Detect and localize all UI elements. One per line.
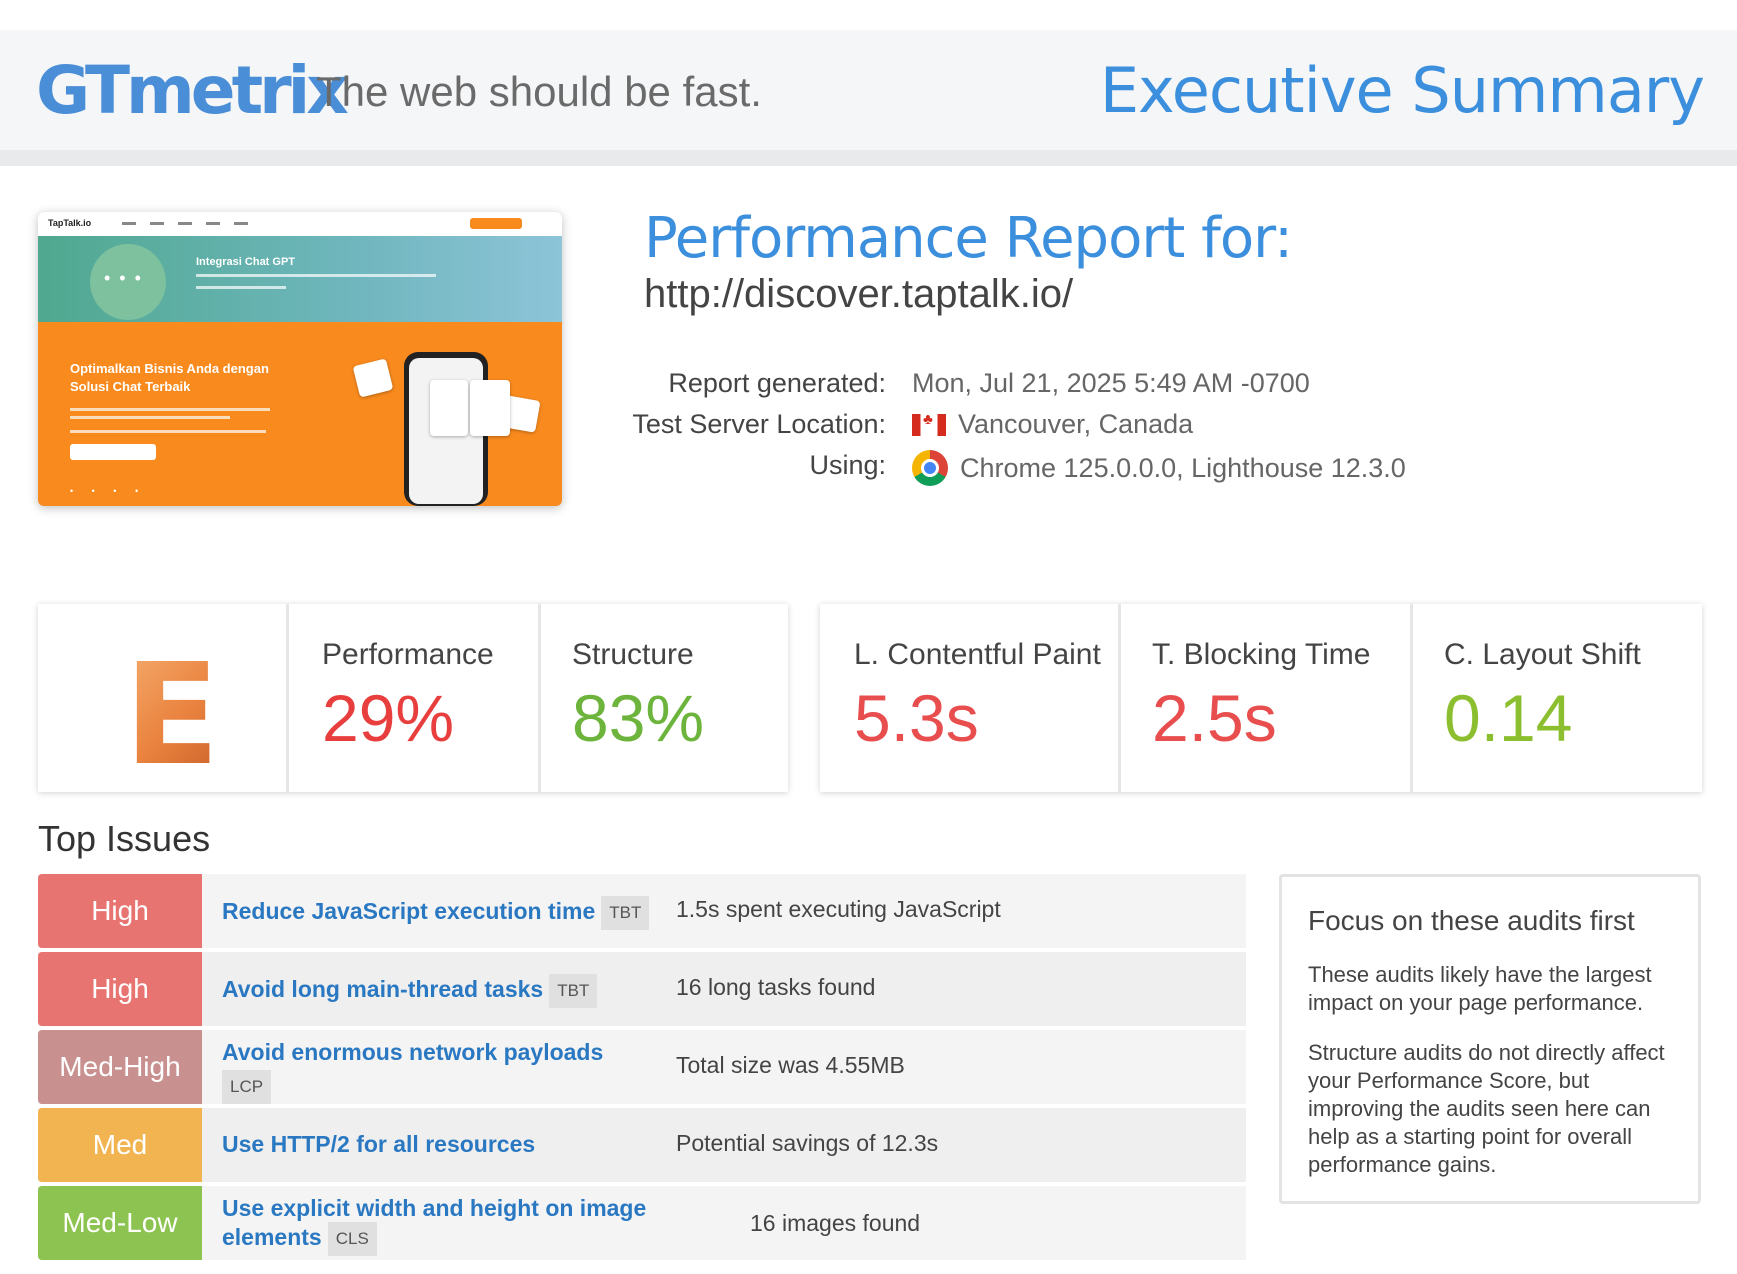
site-banner: Integrasi Chat GPT [38,236,562,322]
severity-badge: Med-Low [38,1186,202,1260]
focus-audits-box: Focus on these audits first These audits… [1279,874,1701,1204]
focus-paragraph-2: Structure audits do not directly affect … [1308,1040,1665,1177]
issue-detail: 1.5s spent executing JavaScript [676,896,1001,922]
web-vitals-card: L. Contentful Paint 5.3s T. Blocking Tim… [820,604,1702,792]
page-title: Executive Summary [1099,54,1705,127]
report-header: GTmetrix The web should be fast. Executi… [0,30,1737,166]
hero-button [70,444,156,460]
issue-row[interactable]: Med-Low Use explicit width and height on… [38,1186,1246,1260]
report-generated-row: Report generated: Mon, Jul 21, 2025 5:49… [560,368,1660,402]
severity-badge: Med-High [38,1030,202,1104]
issue-name[interactable]: Use HTTP/2 for all resources [222,1131,536,1157]
canada-flag-icon [912,411,946,436]
issue-row[interactable]: High Avoid long main-thread tasks TBT 16 … [38,952,1246,1026]
issue-detail: Potential savings of 12.3s [676,1130,939,1156]
issue-tag: CLS [327,1222,377,1256]
cls-value: 0.14 [1444,681,1573,755]
severity-badge: Med [38,1108,202,1182]
report-generated-label: Report generated: [668,368,886,398]
server-location-text: Vancouver, Canada [958,409,1194,439]
server-location-row: Test Server Location: Vancouver, Canada [560,409,1660,443]
using-value: Chrome 125.0.0.0, Lighthouse 12.3.0 [912,450,1406,486]
structure-value: 83% [572,681,705,755]
issue-detail: Total size was 4.55MB [676,1052,905,1078]
performance-value: 29% [322,681,455,755]
focus-title: Focus on these audits first [1308,905,1635,936]
server-location-label: Test Server Location: [632,409,886,439]
floating-card [352,358,394,398]
tbt-label: T. Blocking Time [1152,638,1371,671]
lcp-label: L. Contentful Paint [854,638,1101,671]
performance-label: Performance [322,638,494,671]
chat-bubble-icon [90,244,166,320]
gtmetrix-logo: GTmetrix [36,52,349,129]
issue-detail: 16 long tasks found [676,974,876,1000]
severity-badge: High [38,952,202,1026]
issue-name[interactable]: Avoid long main-thread tasks TBT [222,974,598,1008]
gtmetrix-grade: E [124,634,220,797]
issue-name[interactable]: Avoid enormous network payloads LCP [222,1038,642,1104]
issue-row[interactable]: High Reduce JavaScript execution time TBT… [38,874,1246,948]
tbt-value: 2.5s [1152,681,1277,755]
site-screenshot: TapTalk.io Integrasi Chat GPT Optimalkan… [38,212,562,506]
issue-row[interactable]: Med-High Avoid enormous network payloads… [38,1030,1246,1104]
severity-badge: High [38,874,202,948]
lcp-value: 5.3s [854,681,979,755]
focus-paragraph-1: These audits likely have the largest imp… [1308,962,1652,1015]
hero-text: Optimalkan Bisnis Anda dengan Solusi Cha… [70,361,269,394]
issue-tag: TBT [549,974,598,1008]
report-url[interactable]: http://discover.taptalk.io/ [644,272,1074,316]
issue-detail: 16 images found [750,1210,921,1236]
issue-row[interactable]: Med Use HTTP/2 for all resources Potenti… [38,1108,1246,1182]
issue-name[interactable]: Reduce JavaScript execution time TBT [222,896,650,930]
issue-name[interactable]: Use explicit width and height on image e… [222,1194,662,1256]
tagline: The web should be fast. [316,68,762,115]
server-location-value: Vancouver, Canada [912,409,1193,440]
using-row: Using: Chrome 125.0.0.0, Lighthouse 12.3… [560,450,1660,486]
issue-tag: TBT [601,896,650,930]
product-card [470,380,510,436]
report-generated-value: Mon, Jul 21, 2025 5:49 AM -0700 [912,368,1310,398]
carousel-dots: • • • • [70,486,147,496]
gtmetrix-grade-card: E Performance 29% Structure 83% [38,604,788,797]
using-label: Using: [809,450,886,480]
issue-tag: LCP [222,1070,272,1104]
site-logo: TapTalk.io [48,218,92,228]
product-card [430,380,468,436]
site-screenshot-nav: TapTalk.io [38,212,562,236]
banner-text: Integrasi Chat GPT [196,256,296,268]
cls-label: C. Layout Shift [1444,638,1641,671]
report-title: Performance Report for: [644,206,1293,271]
top-issues-heading: Top Issues [38,818,211,859]
chrome-icon [912,450,948,486]
using-text: Chrome 125.0.0.0, Lighthouse 12.3.0 [960,452,1406,483]
structure-label: Structure [572,638,694,671]
